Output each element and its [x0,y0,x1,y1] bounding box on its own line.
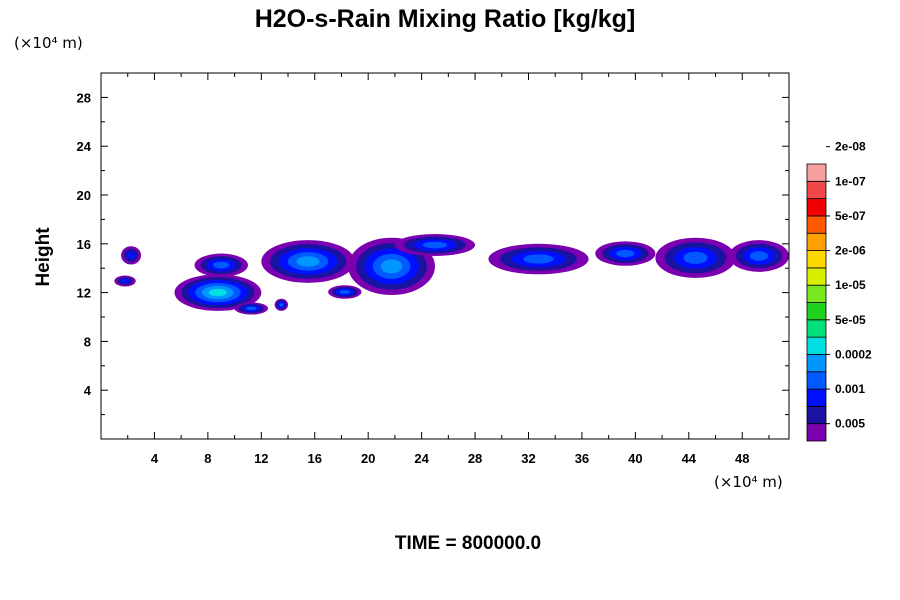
rain-cell [655,237,736,278]
legend-swatch [806,371,827,390]
legend-swatch [806,336,827,355]
time-label: TIME = 800000.0 [395,533,541,554]
legend-swatch [806,267,827,286]
chart-title: H2O-s-Rain Mixing Ratio [kg/kg] [255,5,636,33]
legend-label: 1e-07 [835,174,866,188]
y-tick-label: 28 [77,90,91,105]
x-axis: 4 8 12 16 20 24 28 32 36 40 44 48 [127,73,770,466]
contour-level [339,289,350,295]
legend-swatch [806,319,827,338]
rain-cell [728,240,789,272]
x-tick-label: 16 [308,451,322,466]
rain-cell [114,275,136,287]
legend-label: 0.001 [835,382,865,396]
x-tick-label: 48 [735,451,749,466]
contour-level [213,261,230,269]
contour-level [616,249,635,258]
legend-swatch [806,232,827,251]
x-unit-label: (×10⁴ m) [714,473,783,491]
contour-level [296,256,320,267]
rain-cell [348,237,435,296]
contour-level [127,251,136,259]
contour-level [380,259,403,274]
legend-label: 1e-05 [835,278,866,292]
y-unit-label: (×10⁴ m) [14,34,83,52]
legend-swatch [806,284,827,303]
rain-cell [595,241,656,266]
x-tick-label: 36 [575,451,589,466]
legend-label: 2e-08 [835,140,866,154]
x-tick-label: 44 [682,451,697,466]
legend-label: 0.005 [835,417,865,431]
contour-level [422,241,448,249]
x-tick-label: 8 [204,451,211,466]
x-tick-label: 24 [414,451,429,466]
legend-swatch [806,180,827,200]
legend-swatch [806,250,827,269]
rain-cell [394,234,476,256]
y-tick-label: 4 [84,383,92,398]
contour-level [208,288,227,297]
rain-cell [488,243,589,275]
legend-swatch [806,163,827,182]
contour-level [683,251,708,264]
contour-level [279,302,284,307]
rain-field [114,234,789,315]
rain-cell [174,274,262,311]
rain-cell [121,246,142,265]
x-tick-label: 28 [468,451,482,466]
legend-swatch [806,405,827,425]
rain-cell [328,285,362,299]
legend-swatch [806,302,827,321]
y-tick-label: 16 [77,237,91,252]
legend-label: 0.0002 [835,347,872,361]
legend-swatch [806,198,827,217]
x-tick-label: 12 [254,451,268,466]
x-tick-label: 4 [151,451,159,466]
contour-level [523,254,554,264]
plot-frame [100,72,790,440]
contour-level [749,251,769,261]
rain-cell [261,240,355,283]
y-axis: 4 8 12 16 20 24 28 [77,90,789,416]
y-tick-label: 8 [84,334,91,349]
x-tick-label: 40 [628,451,642,466]
legend-label: 2e-06 [835,244,866,258]
x-tick-label: 32 [521,451,535,466]
y-tick-label: 24 [77,139,92,154]
y-axis-title: Height [33,227,54,287]
legend-label: 5e-07 [835,209,866,223]
contour-level [120,278,130,284]
legend-swatch [806,215,827,234]
y-tick-label: 12 [77,286,91,301]
color-legend: 0.005 0.001 0.0002 5e-05 1e-05 2e-06 5e-07 1e-0… [806,140,872,442]
rain-cell [194,253,248,277]
rain-cell [274,298,289,311]
rain-cell [234,302,268,315]
contour-level [246,306,257,311]
y-tick-label: 20 [77,188,91,203]
legend-swatch [806,354,827,373]
legend-swatch [806,388,827,407]
legend-label: 5e-05 [835,313,866,327]
legend-swatch [806,423,827,442]
x-tick-label: 20 [361,451,375,466]
